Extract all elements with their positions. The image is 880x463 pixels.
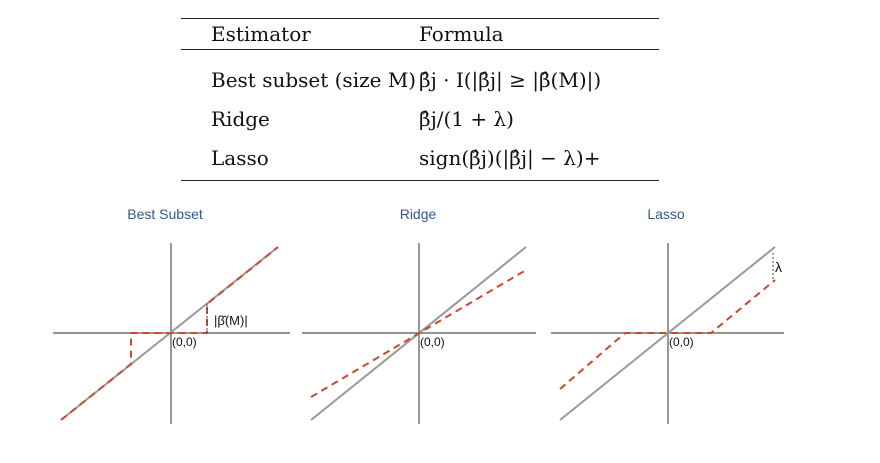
table-header-rule xyxy=(181,49,659,50)
table-top-rule xyxy=(181,18,659,19)
panel-lasso: λ (0,0) xyxy=(551,243,784,424)
identity-line xyxy=(559,246,776,421)
panel-best-subset: |β̂(M)| (0,0) xyxy=(53,243,290,424)
origin-label: (0,0) xyxy=(669,335,694,349)
estimator-line xyxy=(559,279,776,390)
panel-title-lasso: Lasso xyxy=(647,206,685,222)
estimator-formula: sign(β̂j)(|β̂j| − λ)+ xyxy=(419,146,601,170)
estimator-name: Ridge xyxy=(211,107,270,131)
table-header-row: Estimator Formula xyxy=(181,19,659,49)
origin-label: (0,0) xyxy=(172,335,197,349)
table-row-lasso: Lasso sign(β̂j)(|β̂j| − λ)+ xyxy=(181,139,659,178)
estimator-name: Best subset (size M) xyxy=(211,68,417,92)
estimator-name: Lasso xyxy=(211,146,269,170)
header-estimator: Estimator xyxy=(211,22,311,46)
table-row-ridge: Ridge β̂j/(1 + λ) xyxy=(181,100,659,139)
table-bottom-rule xyxy=(181,180,659,181)
estimator-line xyxy=(310,269,527,398)
origin-label: (0,0) xyxy=(420,335,445,349)
estimator-line xyxy=(60,246,279,421)
annotation-label: |β̂(M)| xyxy=(214,313,248,328)
annotation-label: λ xyxy=(775,259,782,275)
estimator-formula: β̂j · I(|β̂j| ≥ |β̂(M)|) xyxy=(419,68,602,92)
estimator-table: Estimator Formula Best subset (size M) β… xyxy=(181,18,659,181)
header-formula: Formula xyxy=(419,22,504,46)
estimator-formula: β̂j/(1 + λ) xyxy=(419,107,514,131)
panel-ridge: (0,0) xyxy=(302,243,536,424)
panel-title-ridge: Ridge xyxy=(399,206,437,222)
table-row-best-subset: Best subset (size M) β̂j · I(|β̂j| ≥ |β̂… xyxy=(181,61,659,100)
panel-title-best-subset: Best Subset xyxy=(127,206,203,222)
